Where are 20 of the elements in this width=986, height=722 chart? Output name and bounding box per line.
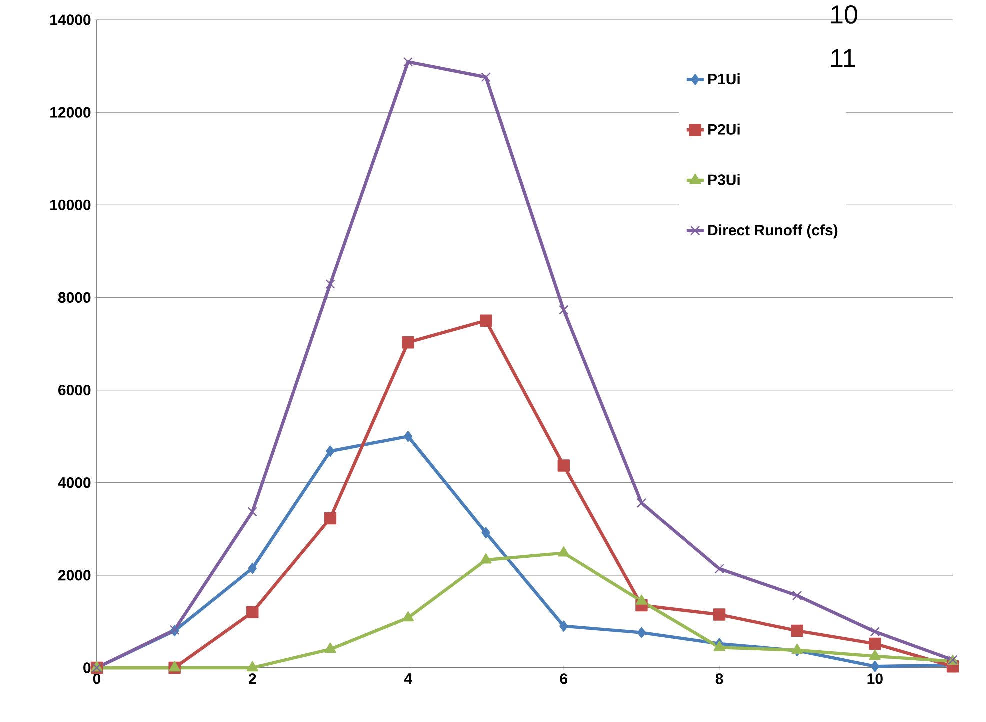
y-tick-label: 14000: [50, 14, 91, 26]
x-tick-label: 4: [404, 674, 412, 684]
y-tick-label: 8000: [58, 292, 91, 304]
legend-label: P3Ui: [708, 174, 740, 186]
y-tick-label: 2000: [58, 570, 91, 581]
legend-label: P2Ui: [708, 124, 740, 135]
annotation: 10: [832, 6, 858, 24]
y-tick-label: 6000: [58, 384, 91, 396]
y-tick-label: 12000: [50, 107, 91, 118]
x-tick-label: 2: [248, 674, 256, 684]
x-tick-label: 8: [716, 674, 724, 684]
x-tick-label: 0: [93, 674, 101, 684]
annotation: 11: [832, 50, 856, 68]
y-tick-label: 10000: [50, 200, 91, 210]
y-tick-label: 4000: [58, 478, 91, 488]
x-tick-label: 6: [560, 674, 568, 684]
legend-label: P1Ui: [708, 74, 740, 85]
legend-label: Direct Runoff (cfs): [708, 224, 838, 239]
y-tick-label: 0: [84, 662, 91, 674]
x-tick-label: 10: [868, 674, 883, 684]
